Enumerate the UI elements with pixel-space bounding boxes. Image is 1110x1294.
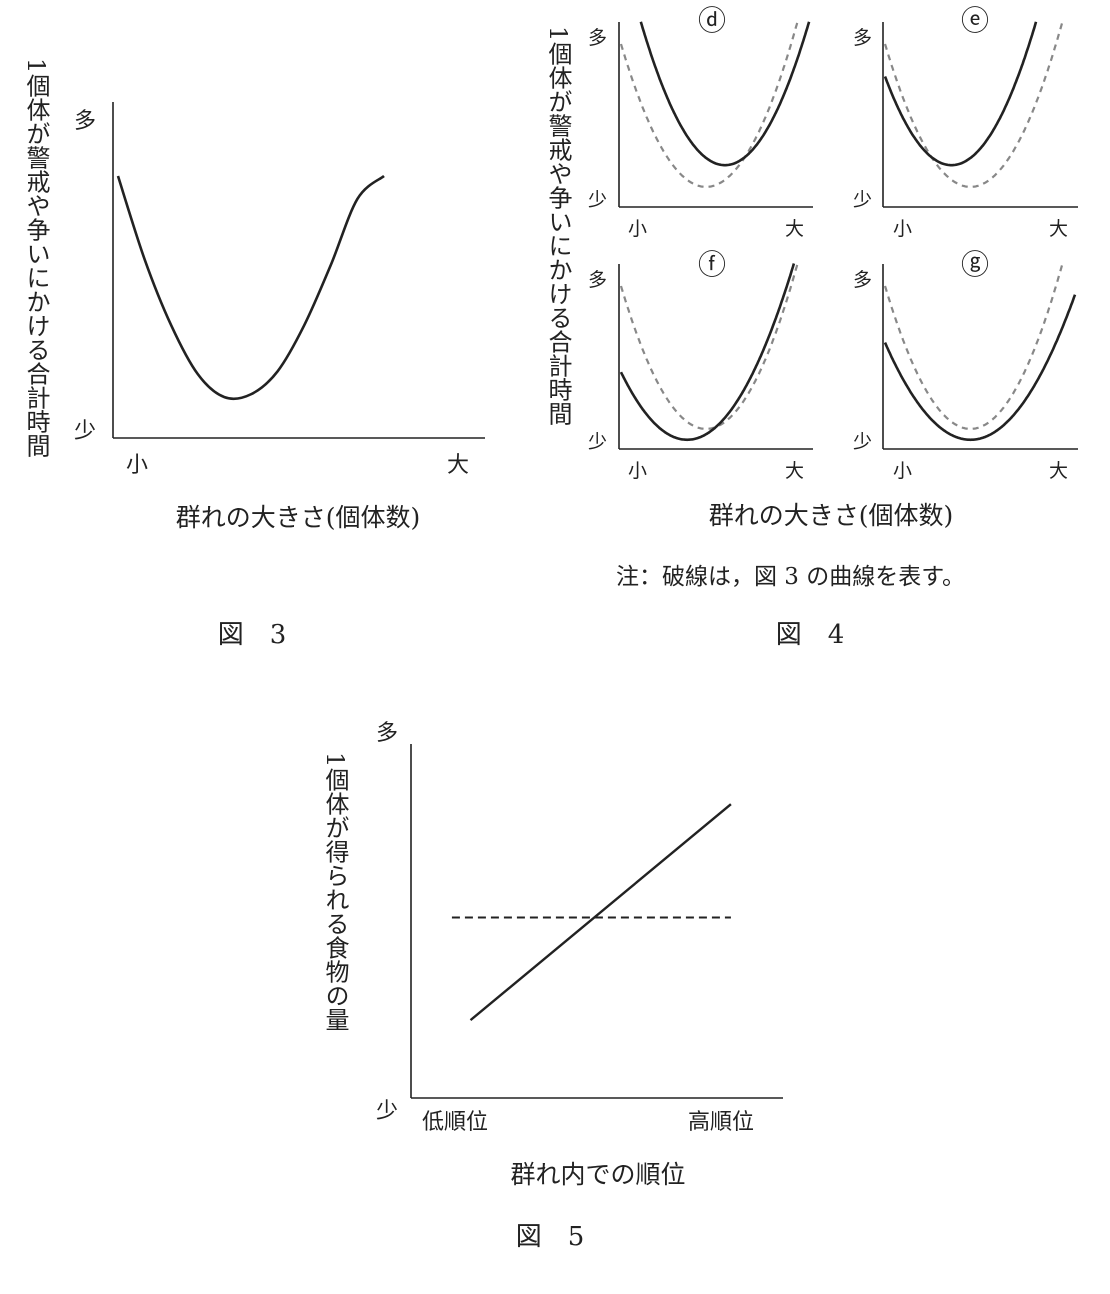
fig4-panel-e-y-high: 多 (853, 27, 872, 49)
fig4-panel-e-x-high: 大 (1049, 218, 1068, 240)
fig4-panel-e-solid-curve (883, 21, 1038, 167)
fig3-y-low-label: 少 (74, 419, 96, 444)
fig4-panel-g-x-low: 小 (893, 460, 912, 482)
fig5-x-low-label: 低順位 (422, 1110, 488, 1135)
fig5-y-low-label: 少 (376, 1099, 398, 1124)
fig4-panel-e-dashed-curve (883, 20, 1064, 188)
fig4-panel-g-id: ⓖ (961, 248, 989, 281)
fig5-xlabel: 群れ内での順位 (510, 1160, 685, 1189)
fig4-caption: 図 4 (776, 620, 845, 650)
fig3-x-low-label: 小 (126, 453, 148, 478)
fig5-solid-line (469, 803, 732, 1022)
fig4-panel-d-x-low: 小 (628, 218, 647, 240)
fig4-panel-f-dashed-curve (619, 262, 799, 430)
fig4-panel-g-dashed-curve (883, 262, 1064, 430)
fig4-panel-d-solid-curve (639, 21, 811, 167)
fig4-panel-d-y-low: 少 (588, 189, 607, 211)
fig3-group: 1個体が警戒や争いにかける合計時間 多 少 小 大 群れの大きさ(個体数) 図 … (22, 58, 485, 650)
fig4-panel-e-y-low: 少 (853, 189, 872, 211)
fig4-panel-f-x-low: 小 (628, 460, 647, 482)
fig4-panel-e-x-low: 小 (893, 218, 912, 240)
fig4-panel-d-dashed-curve (619, 20, 799, 188)
fig4-panel-d-x-high: 大 (785, 218, 804, 240)
fig4-panel-d-y-high: 多 (588, 27, 607, 49)
fig4-group: 1個体が警戒や争いにかける合計時間 ⓓ 多 少 小 大 ⓔ 多 少 小 大 (544, 4, 1078, 650)
fig4-panel-g-solid-curve (883, 294, 1077, 442)
fig4-panel-e: ⓔ 多 少 小 大 (853, 4, 1078, 240)
fig4-xlabel: 群れの大きさ(個体数) (709, 501, 954, 530)
fig3-ylabel: 1個体が警戒や争いにかける合計時間 (22, 58, 50, 457)
fig4-panel-f-y-high: 多 (588, 269, 607, 291)
fig4-panel-d: ⓓ 多 少 小 大 (588, 4, 813, 240)
fig4-panel-f-y-low: 少 (588, 431, 607, 453)
fig4-panel-f-id: ⓕ (698, 248, 726, 281)
fig3-x-high-label: 大 (447, 453, 469, 478)
fig4-ylabel: 1個体が警戒や争いにかける合計時間 (544, 26, 572, 425)
fig3-curve (116, 174, 385, 401)
fig5-y-high-label: 多 (376, 721, 398, 746)
fig4-panel-g-x-high: 大 (1049, 460, 1068, 482)
fig5-caption: 図 5 (516, 1222, 585, 1252)
fig4-note: 注：破線は，図 3 の曲線を表す。 (616, 564, 965, 590)
fig4-panel-g: ⓖ 多 少 小 大 (853, 248, 1078, 482)
fig4-panel-f-x-high: 大 (785, 460, 804, 482)
fig5-group: 1個体が得られる食物の量 多 少 低順位 高順位 群れ内での順位 図 5 (321, 721, 783, 1252)
fig3-caption: 図 3 (218, 620, 287, 650)
fig4-panel-f-solid-curve (619, 263, 796, 442)
fig3-y-high-label: 多 (74, 109, 96, 134)
fig4-panel-d-id: ⓓ (698, 4, 726, 37)
fig4-panel-g-y-high: 多 (853, 269, 872, 291)
fig4-panel-g-y-low: 少 (853, 431, 872, 453)
fig3-xlabel: 群れの大きさ(個体数) (176, 503, 421, 532)
fig4-panel-e-id: ⓔ (961, 4, 989, 37)
fig5-ylabel: 1個体が得られる食物の量 (321, 752, 349, 1031)
fig4-panel-f: ⓕ 多 少 小 大 (588, 248, 813, 482)
fig5-x-high-label: 高順位 (688, 1110, 754, 1135)
